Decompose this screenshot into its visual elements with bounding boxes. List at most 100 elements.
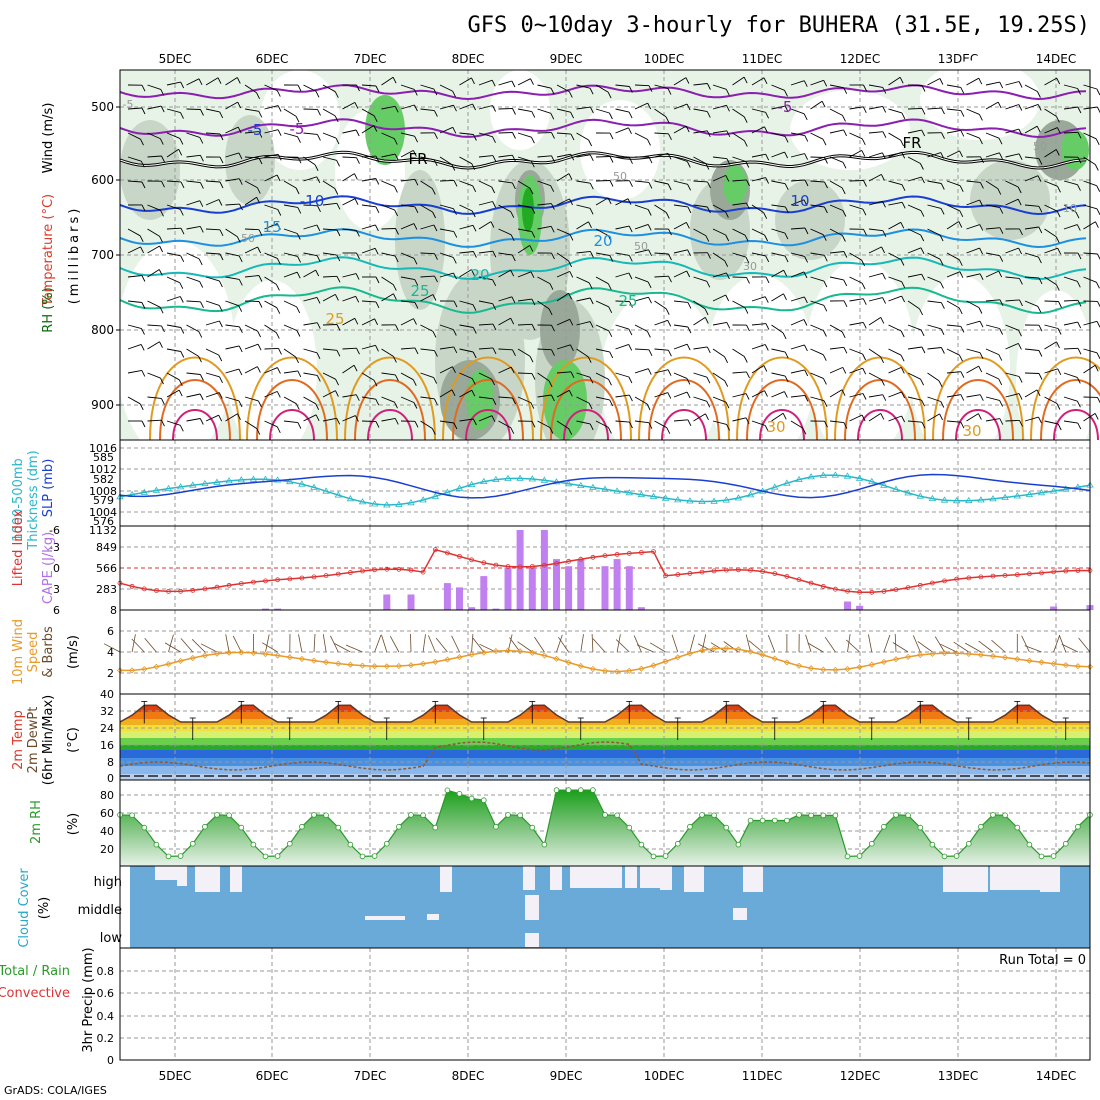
- wind-barb-flag: [276, 90, 281, 97]
- rh2m-marker: [868, 840, 875, 847]
- wind-barb-flag: [999, 328, 1004, 335]
- wind-barb: [849, 132, 863, 140]
- wind-barb-flag: [784, 136, 789, 143]
- wind-barb-flag: [1037, 306, 1042, 313]
- wind-barb: [478, 155, 493, 158]
- wind-barb: [361, 224, 376, 230]
- wind-barb-flag: [531, 231, 536, 238]
- wind-barb: [829, 346, 844, 350]
- wind-barb: [1024, 416, 1039, 422]
- wind-barb: [985, 348, 999, 356]
- wind-barb-flag: [451, 164, 456, 171]
- wind-barb: [478, 201, 493, 206]
- wind-barb-flag: [1017, 186, 1022, 194]
- wind-barb-flag: [431, 188, 436, 195]
- wind-barb: [595, 324, 609, 332]
- li-marker: [1039, 570, 1044, 576]
- wind-barb-flag: [297, 207, 302, 214]
- wind-barb-flag: [141, 302, 146, 309]
- wind-barb: [927, 347, 942, 350]
- wind-barb-flag: [725, 175, 730, 182]
- wind-barb-flag: [843, 251, 848, 258]
- wind-barb: [576, 276, 590, 284]
- wind-barb: [654, 152, 669, 158]
- temperature-contours: [119, 84, 1100, 441]
- wind10m-barbs: [103, 633, 1091, 653]
- wind-barb: [810, 396, 825, 402]
- wind-barb: [381, 153, 396, 158]
- wind-barb: [654, 319, 668, 326]
- wind-barb: [810, 276, 825, 282]
- wind-barb-flag: [628, 86, 633, 93]
- thickness-line-marker: [589, 483, 597, 490]
- wind-barb: [322, 294, 336, 302]
- wind-barb: [751, 177, 766, 182]
- li-marker: [505, 564, 511, 569]
- cloud-high-gap: [743, 866, 763, 892]
- wind-barb-flag: [258, 229, 263, 236]
- wind10m-barb: [991, 639, 1006, 653]
- thickness-axis-label-2: Thickness (dm): [26, 450, 41, 550]
- wind-barb-flag: [551, 132, 555, 139]
- wind10m-marker: [577, 662, 584, 670]
- li-marker: [833, 586, 838, 592]
- wind-barb: [459, 324, 474, 328]
- rh2m-marker: [274, 853, 281, 859]
- diurnal-contour: [540, 356, 632, 441]
- wind-barb: [420, 348, 435, 352]
- li-marker: [917, 582, 923, 588]
- thickness-line-marker: [407, 499, 415, 506]
- wind-barb: [147, 105, 162, 110]
- wind-barb-flag: [959, 210, 964, 218]
- wind-barb-flag: [200, 301, 204, 309]
- wind-barb-flag: [1057, 368, 1062, 376]
- wind-barb: [946, 348, 960, 356]
- wind-barb: [498, 348, 513, 351]
- wind-barb-flag: [667, 392, 672, 399]
- wind-barb: [459, 224, 474, 230]
- wind-barb-flag: [743, 356, 748, 363]
- wind-barb-flag: [1057, 186, 1061, 193]
- wind-barb-flag: [960, 326, 965, 333]
- wind-barb: [420, 180, 433, 189]
- wind-barb: [517, 245, 531, 254]
- wind-barb-flag: [158, 269, 163, 276]
- wind-barb: [147, 155, 162, 158]
- wind-barb: [166, 132, 181, 139]
- thickness-line-marker: [370, 500, 379, 507]
- rh2m-marker: [953, 853, 960, 859]
- wind-barb: [478, 396, 493, 400]
- wind-barb: [147, 204, 161, 211]
- wind-barb: [361, 178, 376, 182]
- wind-barb-flag: [392, 293, 397, 300]
- wind-barb-flag: [256, 187, 261, 194]
- thickness-line-marker: [225, 477, 233, 484]
- wind-barb-flag: [198, 78, 203, 86]
- wind-barb: [498, 269, 511, 278]
- wind-barb-flag: [725, 294, 730, 302]
- wind-barb-flag: [141, 420, 146, 428]
- li-marker: [457, 554, 462, 559]
- wind-barb: [634, 276, 649, 283]
- wind-barb: [927, 107, 942, 110]
- wind-barb-flag: [822, 138, 827, 146]
- wind-barb-flag: [939, 78, 944, 85]
- wind-barb: [537, 394, 552, 398]
- wind-barb-flag: [783, 269, 788, 277]
- date-label-bottom: 9DEC: [550, 1069, 583, 1083]
- wind-barb: [478, 323, 494, 326]
- rh-dry-area: [920, 60, 1040, 140]
- cape-bar: [577, 559, 585, 610]
- wind-barb-flag: [1077, 88, 1082, 95]
- rh2m-marker: [153, 841, 160, 848]
- wind-barb-flag: [549, 283, 554, 290]
- wind-barb-flag: [1094, 413, 1099, 420]
- precip-tick-label: 0.6: [97, 987, 115, 1000]
- wind-barb: [615, 420, 630, 423]
- wind-barb: [654, 392, 668, 398]
- cloud-mid-gap: [365, 916, 405, 920]
- wind-barb: [283, 324, 298, 331]
- wind-barb: [673, 343, 688, 350]
- wind-barb-flag: [161, 180, 165, 188]
- rh2m-marker: [1026, 841, 1033, 848]
